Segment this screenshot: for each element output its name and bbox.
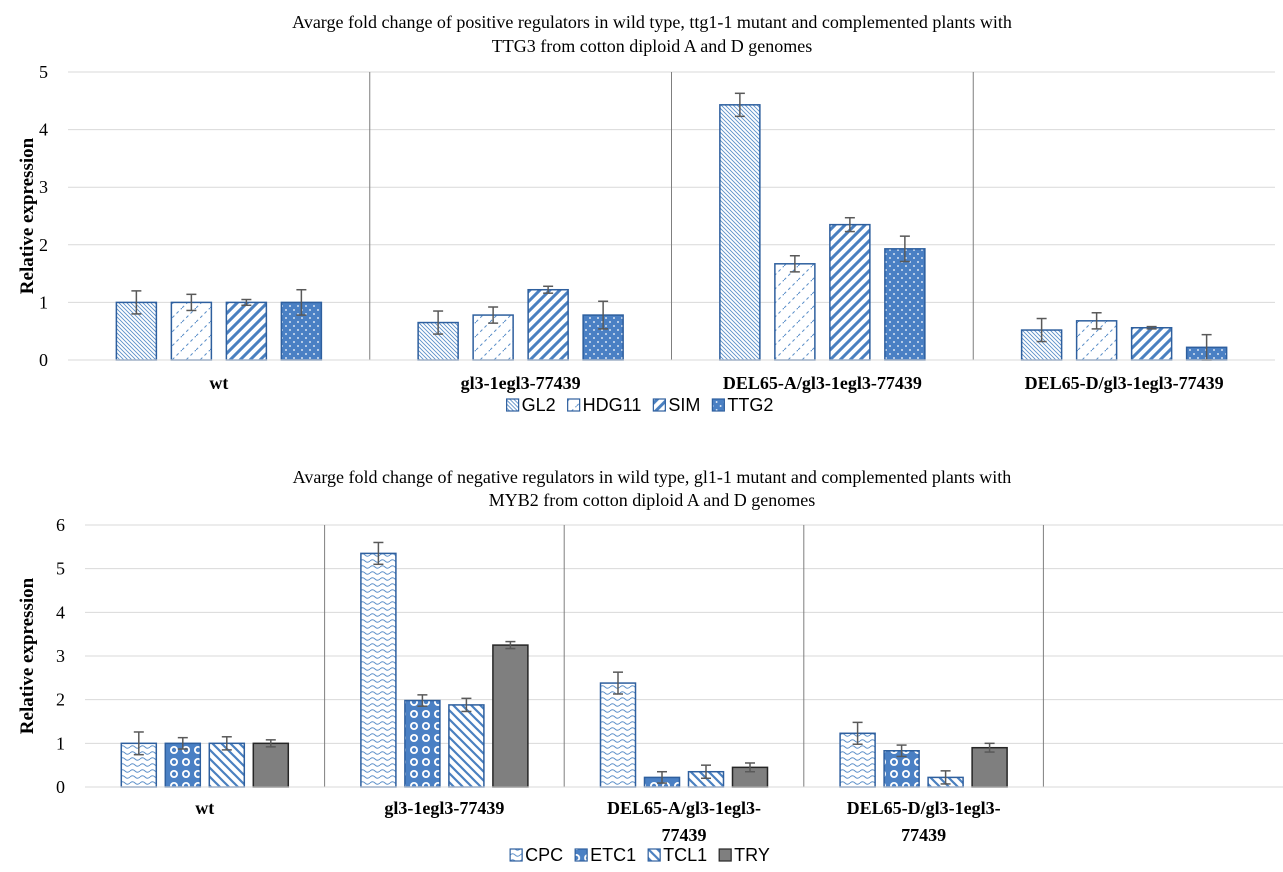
y-tick-label: 0 bbox=[39, 350, 48, 370]
legend-item-gl2: GL2 bbox=[506, 395, 556, 415]
legend: GL2 HDG11 SIM TTG2 bbox=[506, 395, 773, 415]
category-label: wt bbox=[195, 798, 214, 818]
y-tick-label: 5 bbox=[56, 559, 65, 579]
bar-try bbox=[252, 742, 290, 788]
legend-swatch bbox=[652, 398, 666, 412]
bar-ttg2 bbox=[884, 248, 926, 361]
chart-1: Avarge fold change of positive regulator… bbox=[17, 12, 1275, 415]
bar-sim bbox=[829, 223, 871, 361]
bar-try bbox=[492, 644, 529, 788]
legend-label: SIM bbox=[668, 395, 700, 415]
legend-swatch bbox=[718, 848, 732, 862]
y-axis-label: Relative expression bbox=[17, 137, 38, 294]
legend-swatch bbox=[711, 398, 725, 412]
y-tick-label: 5 bbox=[39, 62, 48, 82]
legend: CPC ETC1 TCL1 TRY bbox=[509, 845, 770, 865]
bar-etc1 bbox=[164, 742, 202, 788]
y-tick-label: 3 bbox=[39, 177, 48, 197]
y-tick-label: 4 bbox=[39, 120, 48, 140]
y-tick-label: 2 bbox=[56, 690, 65, 710]
legend-swatch bbox=[567, 398, 581, 412]
legend-label: GL2 bbox=[522, 395, 556, 415]
bar-sim bbox=[1130, 326, 1173, 361]
category-label: gl3-1egl3-77439 bbox=[461, 373, 581, 393]
category-label: wt bbox=[209, 373, 228, 393]
category-label: DEL65-D/gl3-1egl3- bbox=[847, 798, 1001, 818]
y-tick-label: 2 bbox=[39, 235, 48, 255]
bar-sim bbox=[527, 288, 569, 361]
legend-item-hdg11: HDG11 bbox=[567, 395, 642, 415]
bar-etc1 bbox=[404, 699, 441, 788]
bar-sim bbox=[225, 301, 268, 361]
y-tick-label: 1 bbox=[56, 733, 65, 753]
chart-title: Avarge fold change of positive regulator… bbox=[292, 12, 1012, 32]
bar-try bbox=[971, 746, 1008, 788]
legend-swatch bbox=[647, 848, 661, 862]
charts-root: Avarge fold change of positive regulator… bbox=[17, 12, 1283, 865]
y-tick-label: 3 bbox=[56, 646, 65, 666]
bar-cpc bbox=[360, 552, 397, 788]
legend-label: TTG2 bbox=[727, 395, 773, 415]
chart-title: Avarge fold change of negative regulator… bbox=[293, 467, 1012, 487]
legend-item-etc1: ETC1 bbox=[574, 845, 636, 865]
legend-swatch bbox=[506, 398, 520, 412]
legend-item-try: TRY bbox=[718, 845, 770, 865]
category-label: gl3-1egl3-77439 bbox=[384, 798, 504, 818]
bar-tcl1 bbox=[448, 704, 485, 788]
legend-item-ttg2: TTG2 bbox=[711, 395, 773, 415]
y-tick-label: 6 bbox=[56, 515, 65, 535]
legend-label: HDG11 bbox=[583, 395, 642, 415]
legend-label: ETC1 bbox=[590, 845, 636, 865]
legend-swatch bbox=[574, 848, 588, 862]
bar-gl2 bbox=[719, 104, 761, 361]
legend-swatch bbox=[509, 848, 523, 862]
y-tick-label: 0 bbox=[56, 777, 65, 797]
legend-label: TCL1 bbox=[663, 845, 707, 865]
y-axis-label: Relative expression bbox=[17, 577, 38, 734]
category-label: DEL65-A/gl3-1egl3-77439 bbox=[723, 373, 922, 393]
bar-cpc bbox=[599, 682, 637, 788]
legend-item-cpc: CPC bbox=[509, 845, 563, 865]
chart-title: MYB2 from cotton diploid A and D genomes bbox=[489, 490, 815, 510]
y-tick-label: 4 bbox=[56, 602, 65, 622]
legend-label: TRY bbox=[734, 845, 770, 865]
category-label: DEL65-D/gl3-1egl3-77439 bbox=[1025, 373, 1224, 393]
y-tick-label: 1 bbox=[39, 292, 48, 312]
category-label: 77439 bbox=[662, 825, 707, 845]
chart-title: TTG3 from cotton diploid A and D genomes bbox=[492, 36, 812, 56]
legend-label: CPC bbox=[525, 845, 563, 865]
legend-item-sim: SIM bbox=[652, 395, 700, 415]
chart-2: Avarge fold change of negative regulator… bbox=[17, 467, 1283, 865]
category-label: 77439 bbox=[901, 825, 946, 845]
category-label: DEL65-A/gl3-1egl3- bbox=[607, 798, 761, 818]
legend-item-tcl1: TCL1 bbox=[647, 845, 707, 865]
bar-hdg11 bbox=[774, 263, 816, 361]
